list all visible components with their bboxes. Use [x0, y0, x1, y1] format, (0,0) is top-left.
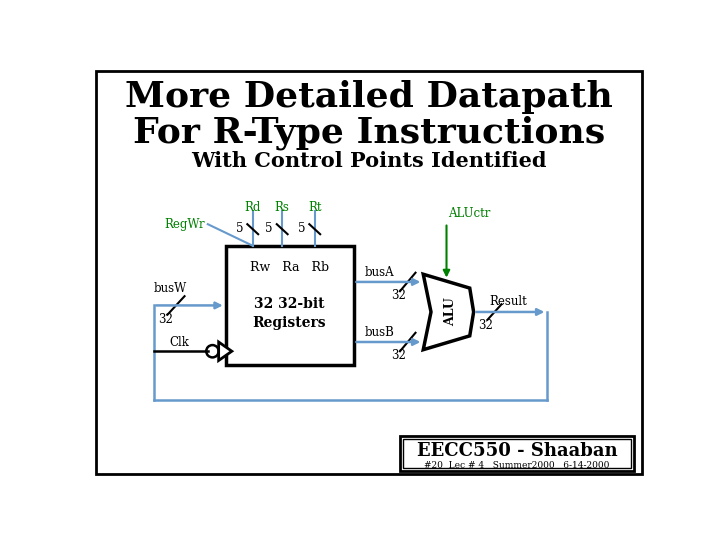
Polygon shape	[423, 274, 474, 350]
Text: 5: 5	[266, 221, 273, 234]
Bar	[225, 246, 354, 365]
Text: busB: busB	[365, 326, 395, 339]
Text: ALUctr: ALUctr	[449, 207, 491, 220]
Text: Registers: Registers	[253, 316, 326, 330]
Text: 32: 32	[391, 349, 406, 362]
Text: busW: busW	[153, 282, 186, 295]
Text: EECC550 - Shaaban: EECC550 - Shaaban	[417, 442, 617, 460]
Text: For R-Type Instructions: For R-Type Instructions	[133, 116, 605, 150]
Text: ALU: ALU	[444, 298, 457, 326]
Bar	[400, 436, 634, 471]
Text: Rs: Rs	[275, 201, 289, 214]
Text: 32: 32	[158, 313, 173, 326]
Text: RegWr: RegWr	[164, 218, 204, 231]
Text: Rw   Ra   Rb: Rw Ra Rb	[250, 261, 329, 274]
Text: busA: busA	[365, 266, 395, 279]
Text: More Detailed Datapath: More Detailed Datapath	[125, 80, 613, 114]
Text: Rt: Rt	[308, 201, 322, 214]
Text: Result: Result	[489, 295, 527, 308]
Text: Clk: Clk	[169, 335, 189, 348]
Text: #20  Lec # 4   Summer2000   6-14-2000: #20 Lec # 4 Summer2000 6-14-2000	[424, 461, 610, 470]
Text: Rd: Rd	[245, 201, 261, 214]
Text: With Control Points Identified: With Control Points Identified	[192, 151, 546, 171]
Polygon shape	[219, 342, 232, 361]
Text: 5: 5	[236, 221, 243, 234]
Bar	[403, 439, 631, 468]
Text: 5: 5	[298, 221, 305, 234]
Text: 32 32-bit: 32 32-bit	[254, 296, 325, 310]
Text: 32: 32	[478, 319, 492, 332]
Text: 32: 32	[391, 289, 406, 302]
